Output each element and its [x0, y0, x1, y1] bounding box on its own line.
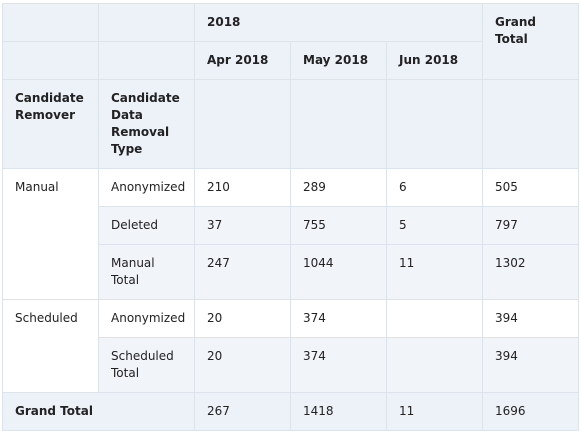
header-row-year: 2018 Grand Total [2, 3, 579, 80]
cell-may: 289 [290, 168, 387, 207]
cell-jun: 11 [386, 392, 483, 431]
row-type: Manual Total [98, 244, 195, 300]
cell-apr: 37 [194, 206, 291, 245]
table-row-subtotal: Scheduled Total 20 374 394 [3, 337, 579, 393]
cell-total: 1696 [482, 392, 579, 431]
cell-total: 505 [482, 168, 579, 207]
row-type: Scheduled Total [98, 337, 195, 393]
grand-total-label: Grand Total [2, 392, 195, 431]
table-row-grand-total: Grand Total 267 1418 11 1696 [2, 392, 579, 431]
row-type: Deleted [98, 206, 195, 245]
row-group-label: Scheduled [2, 299, 99, 393]
cell-apr: 20 [194, 337, 291, 393]
pivot-table: 2018 Grand Total Apr 2018 May 2018 Jun 2… [2, 3, 579, 431]
cell-apr: 247 [194, 244, 291, 300]
cell-may: 374 [290, 337, 387, 393]
header-empty-cell [98, 41, 195, 80]
row-type: Anonymized [98, 168, 195, 207]
header-empty-cell [98, 3, 195, 42]
row-group-label: Manual [2, 168, 99, 300]
cell-total: 1302 [482, 244, 579, 300]
cell-total: 394 [482, 337, 579, 393]
header-candidate-remover: Candidate Remover [2, 79, 99, 169]
header-empty-cell [194, 79, 291, 169]
row-type: Anonymized [98, 299, 195, 338]
header-empty-cell [2, 3, 99, 42]
header-grand-total: Grand Total [482, 3, 579, 80]
header-removal-type: Candidate Data Removal Type [98, 79, 195, 169]
header-month-jun: Jun 2018 [386, 41, 483, 80]
header-year: 2018 [194, 3, 483, 42]
cell-jun [386, 299, 483, 338]
header-empty-cell [482, 79, 579, 169]
table-row: Deleted 37 755 5 797 [3, 206, 579, 245]
cell-may: 374 [290, 299, 387, 338]
header-month-may: May 2018 [290, 41, 387, 80]
cell-total: 797 [482, 206, 579, 245]
table-row-subtotal: Manual Total 247 1044 11 1302 [3, 244, 579, 300]
cell-jun: 11 [386, 244, 483, 300]
header-row-fields: Candidate Remover Candidate Data Removal… [2, 79, 579, 169]
cell-apr: 210 [194, 168, 291, 207]
header-empty-cell [290, 79, 387, 169]
header-empty-cell [386, 79, 483, 169]
cell-apr: 20 [194, 299, 291, 338]
header-empty-cell [2, 41, 99, 80]
table-row: Manual Anonymized 210 289 6 505 [2, 168, 579, 300]
cell-may: 1044 [290, 244, 387, 300]
cell-total: 394 [482, 299, 579, 338]
header-month-apr: Apr 2018 [194, 41, 291, 80]
cell-may: 755 [290, 206, 387, 245]
cell-jun: 6 [386, 168, 483, 207]
cell-jun: 5 [386, 206, 483, 245]
cell-apr: 267 [194, 392, 291, 431]
header-row-months: Apr 2018 May 2018 Jun 2018 [2, 41, 579, 80]
table-row: Scheduled Anonymized 20 374 394 [2, 299, 579, 393]
cell-may: 1418 [290, 392, 387, 431]
cell-jun [386, 337, 483, 393]
